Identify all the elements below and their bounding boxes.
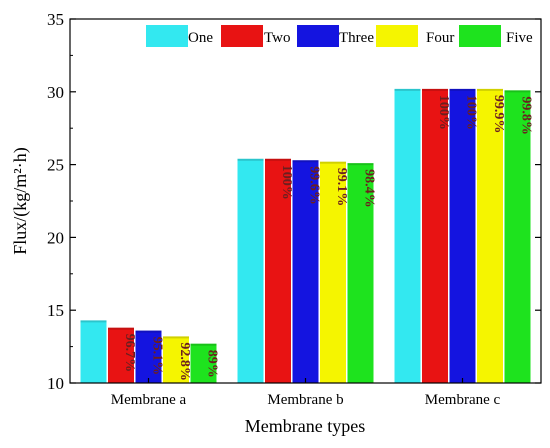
- bar-five-3: [504, 90, 531, 384]
- y-tick-label: 15: [47, 301, 64, 320]
- bar-three-1: [135, 330, 162, 383]
- legend-swatch-five: [459, 25, 501, 47]
- y-axis-title: Flux/(kg/m²·h): [10, 147, 31, 254]
- data-label-four-3: 99.9%: [491, 95, 506, 134]
- bar-top-shade: [449, 88, 476, 91]
- y-tick-label: 30: [47, 83, 64, 102]
- bar-two-2: [265, 158, 291, 383]
- data-label-four-2: 99.1%: [334, 168, 349, 207]
- bar-five-1: [190, 343, 217, 383]
- legend-swatch-one: [146, 25, 188, 47]
- data-label-three-3: 100%: [464, 95, 479, 130]
- data-label-two-1: 96.7%: [122, 334, 137, 373]
- legend-swatch-three: [297, 25, 339, 47]
- data-label-five-2: 98.4%: [362, 169, 377, 208]
- bar-three-2: [292, 160, 319, 383]
- bar-five-2: [347, 163, 374, 383]
- bars-layer: [80, 88, 531, 384]
- bar-top-shade: [135, 330, 162, 333]
- y-tick-label: 10: [47, 374, 64, 393]
- legend-swatch-two: [221, 25, 263, 47]
- bar-top-shade: [320, 161, 346, 164]
- bar-top-shade: [163, 336, 189, 339]
- data-label-three-2: 99.6%: [307, 166, 322, 205]
- legend-label-three: Three: [339, 30, 374, 46]
- legend: One Two Three Four Five: [146, 25, 533, 47]
- y-tick-label: 20: [47, 228, 64, 247]
- legend-swatch-four: [376, 25, 418, 47]
- bar-one-1: [80, 320, 107, 383]
- legend-label-two: Two: [264, 30, 290, 46]
- bar-one-3: [394, 88, 421, 383]
- x-axis-title: Membrane types: [245, 416, 365, 436]
- bar-top-shade: [190, 343, 217, 346]
- bar-top-shade: [80, 320, 107, 323]
- x-tick-label: Membrane b: [267, 392, 343, 408]
- bar-top-shade: [504, 90, 531, 93]
- bar-top-shade: [422, 88, 448, 91]
- bar-top-shade: [292, 160, 319, 163]
- bar-top-shade: [108, 327, 134, 330]
- y-tick-label: 35: [47, 10, 64, 29]
- bar-one-2: [237, 158, 264, 383]
- x-tick-label: Membrane a: [111, 392, 187, 408]
- y-axis: 10 15 20 25 30 35: [47, 10, 541, 393]
- data-label-two-3: 100%: [436, 95, 451, 130]
- data-label-five-1: 89%: [205, 350, 220, 378]
- bar-top-shade: [347, 163, 374, 166]
- bar-top-shade: [394, 88, 421, 91]
- bar-top-shade: [477, 88, 503, 91]
- data-labels-layer: 96.7% 95.1% 92.8% 89% 100% 99.6% 99.1% 98.4% 100…: [122, 95, 534, 381]
- bar-two-3: [422, 88, 448, 383]
- x-axis: Membrane a Membrane b Membrane c: [111, 378, 501, 408]
- legend-label-four: Four: [426, 30, 454, 46]
- y-tick-label: 25: [47, 156, 64, 175]
- data-label-two-2: 100%: [279, 165, 294, 200]
- bar-two-1: [108, 327, 134, 383]
- bar-four-3: [477, 88, 503, 383]
- data-label-three-1: 95.1%: [150, 337, 165, 376]
- bar-four-2: [320, 161, 346, 383]
- bar-top-shade: [237, 158, 264, 161]
- data-label-four-1: 92.8%: [177, 342, 192, 381]
- bar-top-shade: [265, 158, 291, 161]
- bar-four-1: [163, 336, 189, 383]
- bar-three-3: [449, 88, 476, 383]
- legend-label-five: Five: [506, 30, 533, 46]
- data-label-five-3: 99.8%: [519, 96, 534, 134]
- legend-label-one: One: [188, 30, 213, 46]
- x-tick-label: Membrane c: [425, 392, 501, 408]
